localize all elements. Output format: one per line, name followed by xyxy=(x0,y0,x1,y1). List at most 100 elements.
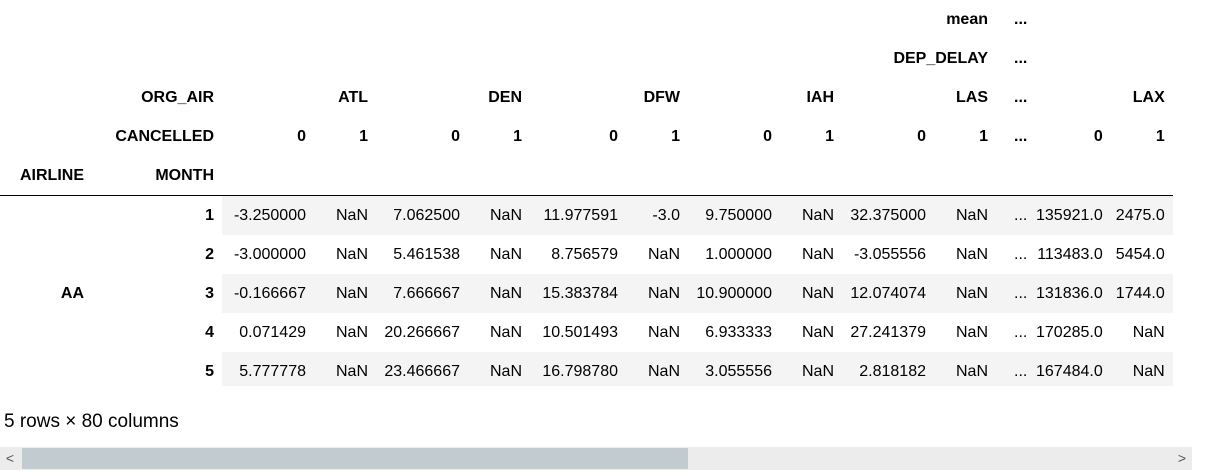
cancelled-value: 1 xyxy=(671,127,680,145)
column-level-mean: mean xyxy=(946,10,988,28)
table-cell: NaN xyxy=(955,323,988,341)
cancelled-value: 0 xyxy=(297,127,306,145)
header-ellipsis: ... xyxy=(1014,127,1028,145)
table-cell: 32.375000 xyxy=(842,195,934,235)
table-cell: NaN xyxy=(934,352,996,386)
column-name-org-air: ORG_AIR xyxy=(141,88,214,106)
table-cell: NaN xyxy=(955,245,988,263)
table-cell: 16.798780 xyxy=(530,352,626,386)
airport-header: DEN xyxy=(488,88,522,106)
table-cell: 20.266667 xyxy=(384,323,460,341)
table-cell: 7.666667 xyxy=(376,274,468,313)
table-cell: NaN xyxy=(626,352,688,386)
horizontal-scrollbar[interactable]: < > xyxy=(0,447,1192,470)
table-cell: NaN xyxy=(647,245,680,263)
table-cell: 6.933333 xyxy=(705,323,772,341)
table-cell: 113483.0 xyxy=(1037,245,1103,263)
column-name-cancelled: CANCELLED xyxy=(115,127,214,145)
table-row: AA 1 -3.250000 NaN 7.062500 NaN 11.97759… xyxy=(0,195,1173,302)
table-cell: 3.055556 xyxy=(688,352,780,386)
table-row: 2 -3.000000 NaN 5.461538 NaN 8.756579 Na… xyxy=(0,235,1173,274)
row-label-airline: AA xyxy=(60,284,84,302)
table-cell: 0.071429 xyxy=(239,323,306,341)
table-cell: NaN xyxy=(934,195,996,235)
table-cell: 5.461538 xyxy=(393,245,460,263)
table-cell: -3.250000 xyxy=(222,195,314,235)
cancelled-value: 0 xyxy=(451,127,460,145)
table-cell: 27.241379 xyxy=(850,323,926,341)
table-cell: NaN xyxy=(780,274,842,313)
table-cell-ellipsis: ... xyxy=(996,352,1036,386)
table-cell-ellipsis: ... xyxy=(1014,323,1028,341)
index-name-airline: AIRLINE xyxy=(0,156,92,196)
table-cell: NaN xyxy=(801,323,834,341)
scroll-left-icon[interactable]: < xyxy=(5,450,15,466)
table-cell: NaN xyxy=(1132,323,1165,341)
table-cell: 15.383784 xyxy=(530,274,626,313)
cancelled-value: 1 xyxy=(359,127,368,145)
scrollbar-thumb[interactable] xyxy=(22,448,688,469)
index-name-month: MONTH xyxy=(92,156,222,196)
table-cell: NaN xyxy=(934,274,996,313)
row-label-month: 4 xyxy=(205,323,214,341)
table-cell: NaN xyxy=(335,245,368,263)
table-row: 3 -0.166667 NaN 7.666667 NaN 15.383784 N… xyxy=(0,274,1173,313)
table-cell: 5454.0 xyxy=(1115,245,1165,263)
table-cell: NaN xyxy=(780,352,842,386)
table-cell: NaN xyxy=(314,195,376,235)
row-label-month: 1 xyxy=(205,206,214,224)
table-cell-ellipsis: ... xyxy=(996,274,1036,313)
column-level-dep-delay: DEP_DELAY xyxy=(893,49,988,67)
header-row-dep-delay: DEP_DELAY ... xyxy=(0,39,1173,78)
table-cell: 1.000000 xyxy=(705,245,772,263)
table-cell: NaN xyxy=(468,274,530,313)
row-label-month: 2 xyxy=(205,245,214,263)
table-cell: 23.466667 xyxy=(376,352,468,386)
cancelled-value: 1 xyxy=(979,127,988,145)
table-cell: 131836.0 xyxy=(1036,274,1111,313)
table-cell: NaN xyxy=(647,323,680,341)
header-ellipsis: ... xyxy=(1014,10,1028,28)
table-cell: 11.977591 xyxy=(530,195,626,235)
header-ellipsis: ... xyxy=(1014,49,1028,67)
table-cell: NaN xyxy=(468,352,530,386)
header-row-index-names: AIRLINE MONTH xyxy=(0,156,1173,196)
table-cell: 8.756579 xyxy=(551,245,618,263)
table-cell: 10.501493 xyxy=(542,323,618,341)
table-cell: NaN xyxy=(468,195,530,235)
table-cell: 167484.0 xyxy=(1036,352,1111,386)
table-cell: NaN xyxy=(489,323,522,341)
scroll-right-icon[interactable]: > xyxy=(1177,450,1187,466)
airport-header: LAX xyxy=(1132,88,1165,106)
header-row-mean: mean ... xyxy=(0,0,1173,39)
table-cell-ellipsis: ... xyxy=(996,195,1036,235)
table-cell: 12.074074 xyxy=(842,274,934,313)
table-cell: 1744.0 xyxy=(1110,274,1173,313)
table-cell: NaN xyxy=(1110,352,1173,386)
cancelled-value: 0 xyxy=(609,127,618,145)
table-cell: NaN xyxy=(314,274,376,313)
table-cell: 7.062500 xyxy=(376,195,468,235)
table-cell: NaN xyxy=(335,323,368,341)
table-cell: 9.750000 xyxy=(688,195,780,235)
table-row: 5 5.777778 NaN 23.466667 NaN 16.798780 N… xyxy=(0,352,1173,386)
table-cell: 10.900000 xyxy=(688,274,780,313)
table-cell: NaN xyxy=(626,274,688,313)
table-cell-ellipsis: ... xyxy=(1014,245,1028,263)
table-cell: NaN xyxy=(314,352,376,386)
header-row-cancelled: CANCELLED 0 1 0 1 0 1 0 1 0 1 ... 0 1 xyxy=(0,117,1173,156)
dataframe-shape-text: 5 rows × 80 columns xyxy=(4,411,179,432)
table-cell: 5.777778 xyxy=(222,352,314,386)
table-cell: NaN xyxy=(780,195,842,235)
table-cell: -3.0 xyxy=(626,195,688,235)
airport-header: ATL xyxy=(338,88,368,106)
table-cell: 2475.0 xyxy=(1110,195,1173,235)
airport-header: DFW xyxy=(643,88,680,106)
dataframe-table: mean ... DEP_DELAY ... ORG_AIR ATL DEN D… xyxy=(0,0,1173,386)
row-label-month: 5 xyxy=(205,362,214,380)
table-cell: -3.055556 xyxy=(853,245,926,263)
header-row-org-air: ORG_AIR ATL DEN DFW IAH LAS ... LAX xyxy=(0,78,1173,117)
table-row: 4 0.071429 NaN 20.266667 NaN 10.501493 N… xyxy=(0,313,1173,352)
cancelled-value: 1 xyxy=(1155,127,1165,145)
airport-header: IAH xyxy=(806,88,834,106)
